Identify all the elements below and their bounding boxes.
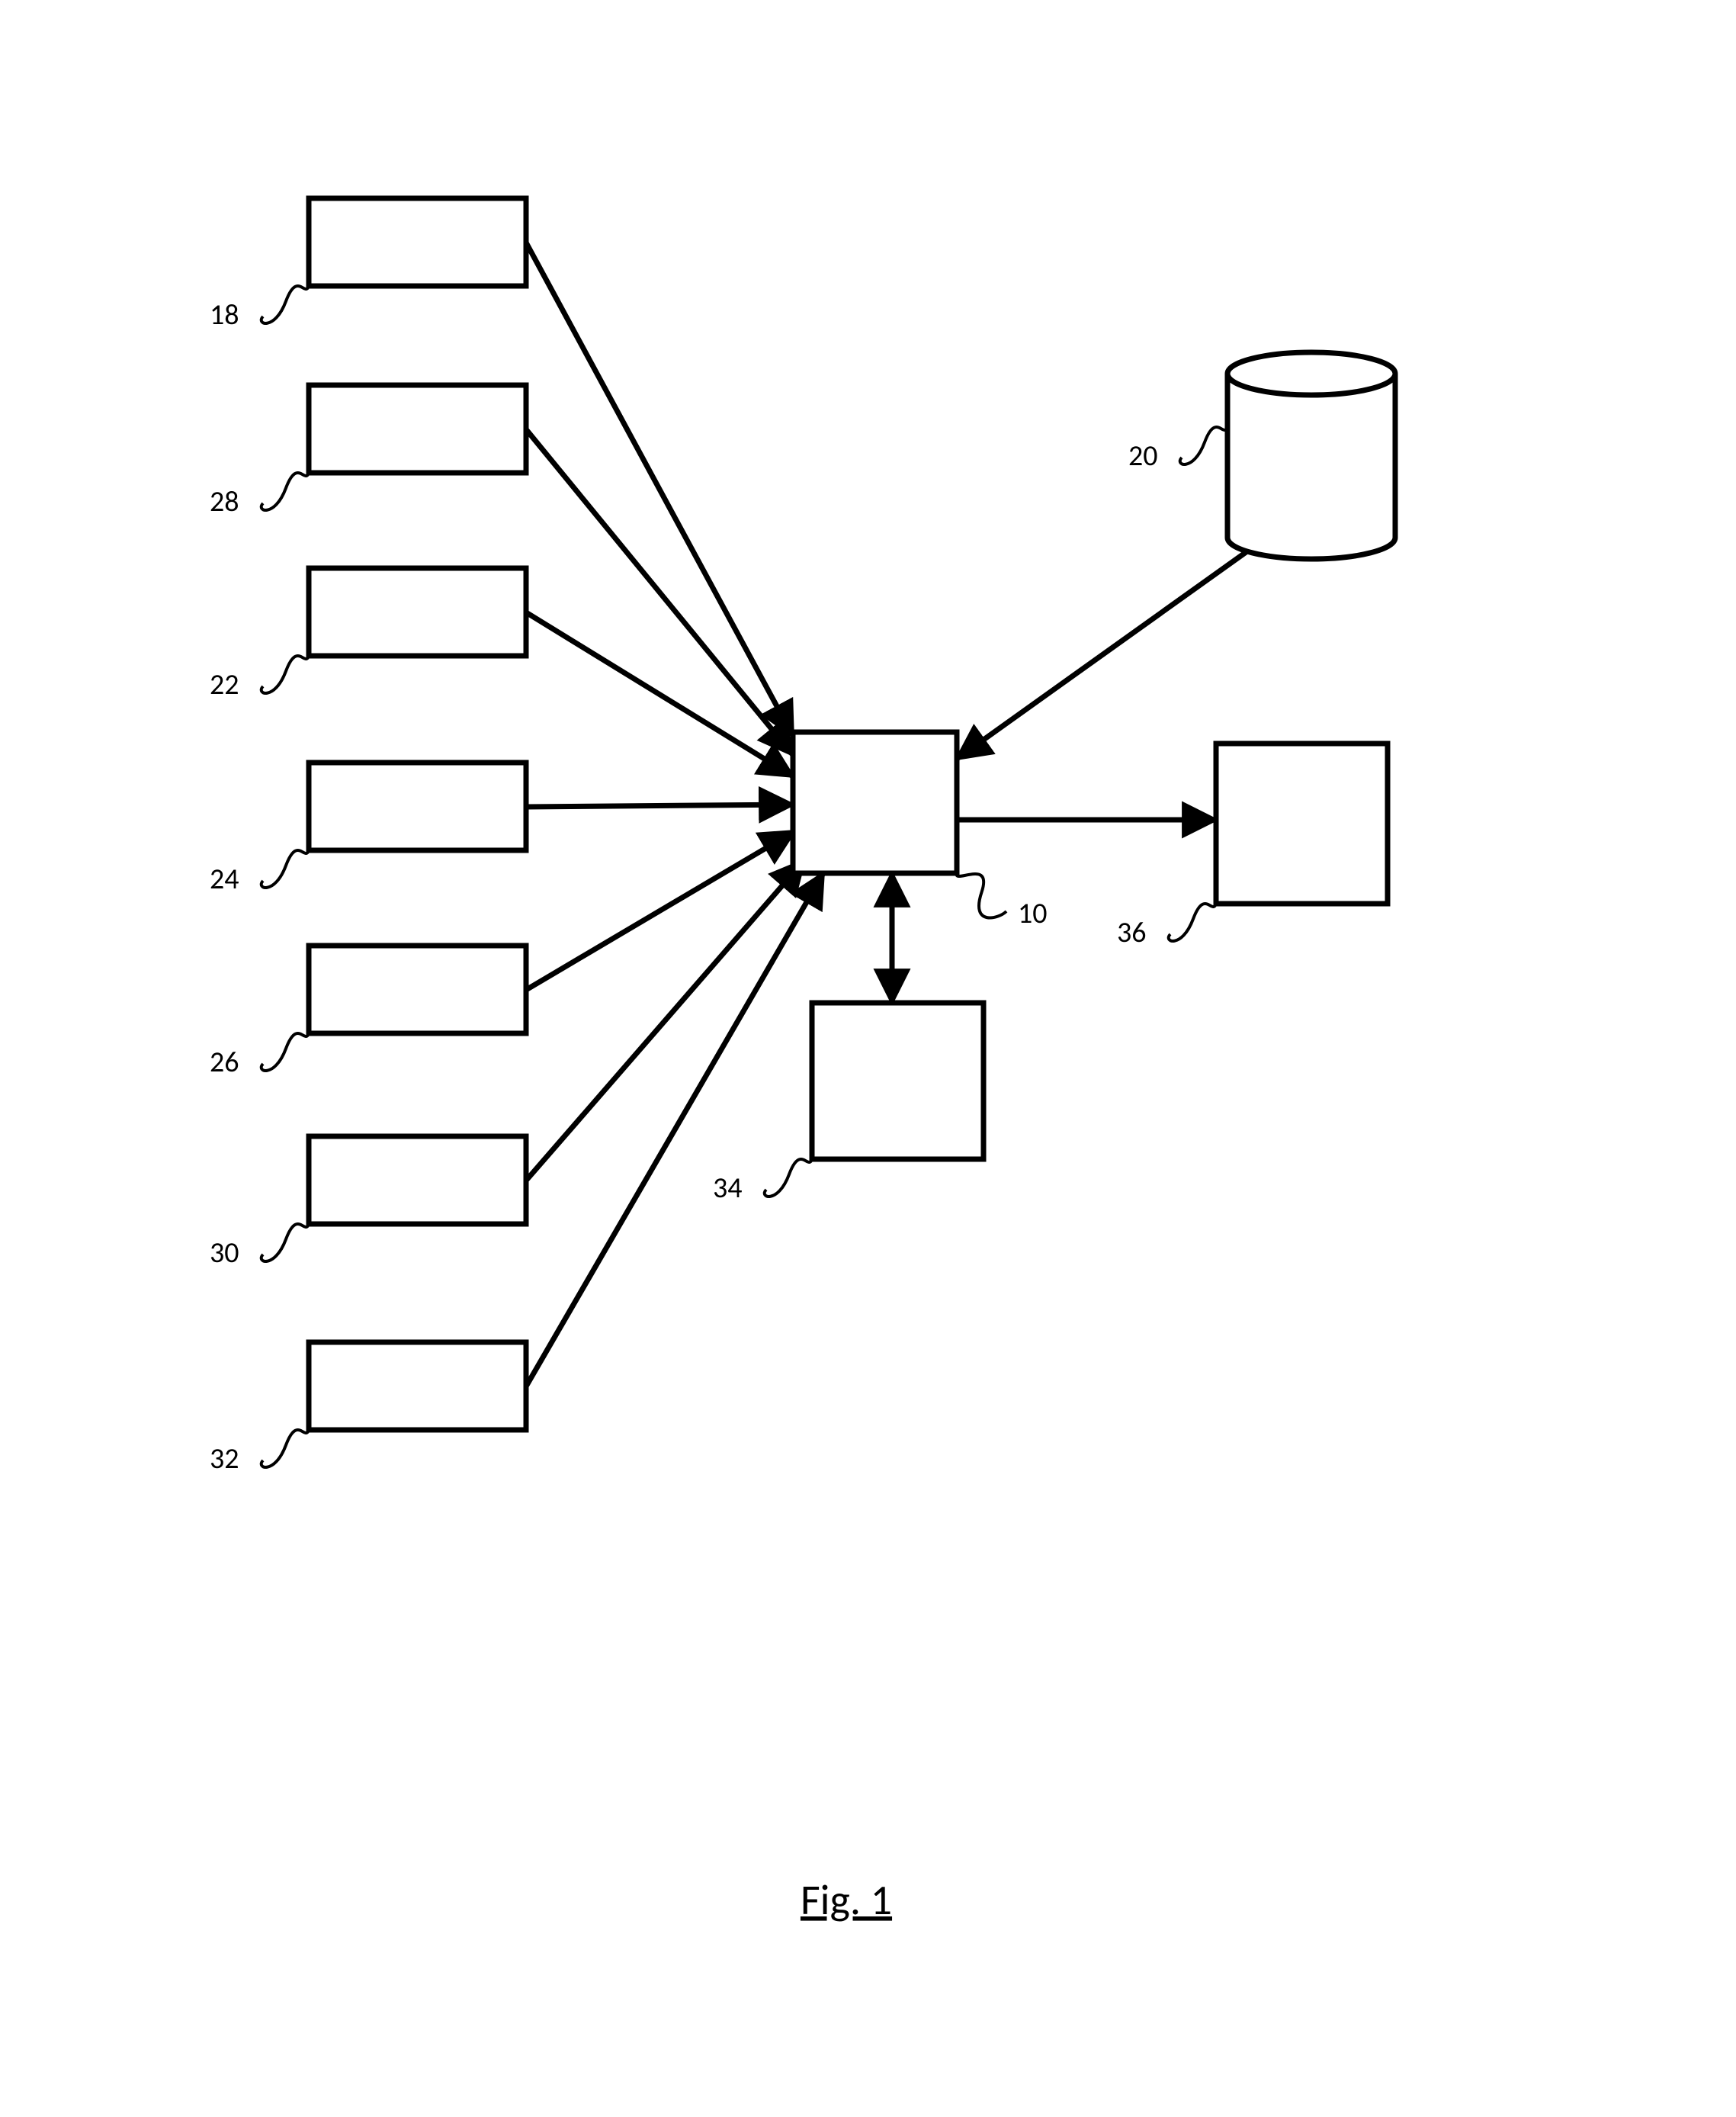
node-db20-top — [1227, 352, 1395, 395]
label-36: 36 — [1117, 915, 1147, 950]
node-db20-body — [1227, 374, 1395, 559]
figure-caption: Fig. 1 — [801, 1874, 892, 1926]
label-28: 28 — [210, 484, 239, 519]
lead-line — [262, 850, 309, 888]
lead-line — [262, 1430, 309, 1467]
node-b32 — [309, 1342, 526, 1430]
node-b26 — [309, 946, 526, 1033]
lead-line — [765, 1159, 812, 1197]
node-b18 — [309, 198, 526, 286]
lead-line — [957, 873, 1006, 918]
label-30: 30 — [210, 1235, 239, 1271]
lead-line — [262, 286, 309, 323]
lead-line — [1169, 904, 1216, 941]
node-b34 — [812, 1003, 984, 1159]
node-b22 — [309, 568, 526, 656]
label-10: 10 — [1018, 896, 1048, 931]
edge — [526, 243, 793, 736]
node-b24 — [309, 763, 526, 850]
lead-line — [262, 473, 309, 510]
node-b28 — [309, 385, 526, 473]
label-24: 24 — [210, 862, 239, 897]
edge — [526, 805, 793, 807]
lead-line — [262, 1033, 309, 1071]
edge — [526, 831, 794, 990]
edge — [957, 549, 1250, 759]
label-18: 18 — [210, 297, 239, 332]
lead-line — [1180, 427, 1227, 464]
lead-line — [262, 656, 309, 693]
label-34: 34 — [713, 1171, 743, 1206]
node-b36 — [1216, 744, 1388, 904]
edge — [526, 612, 793, 776]
node-center — [793, 732, 957, 873]
label-20: 20 — [1128, 438, 1158, 474]
label-32: 32 — [210, 1441, 239, 1476]
node-b30 — [309, 1136, 526, 1224]
lead-line — [262, 1224, 309, 1261]
edge — [526, 429, 793, 755]
label-22: 22 — [210, 667, 239, 702]
label-26: 26 — [210, 1045, 239, 1080]
